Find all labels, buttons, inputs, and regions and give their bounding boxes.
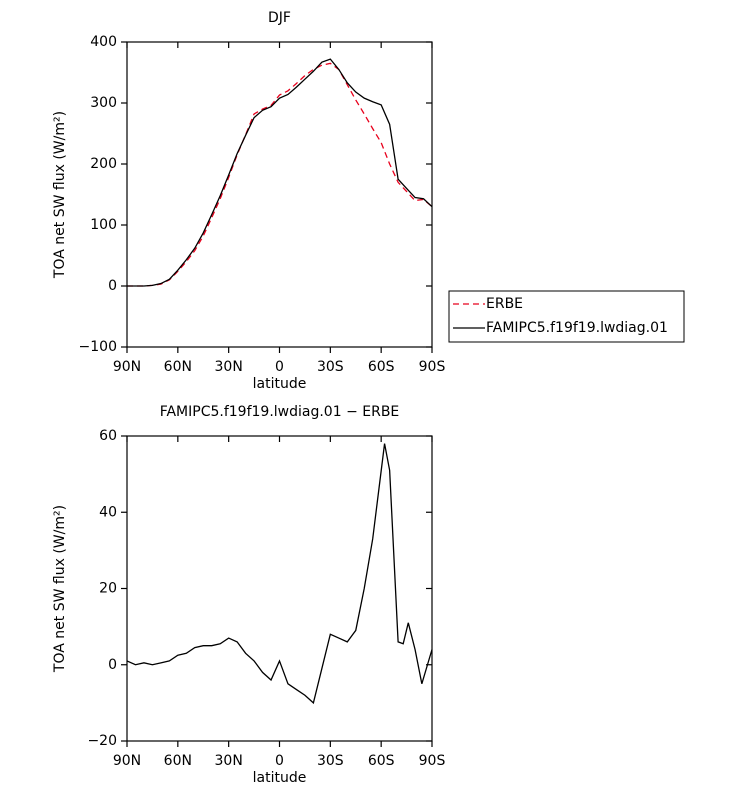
- x-tick-label: 90S: [419, 359, 446, 375]
- x-tick-label: 0: [275, 359, 284, 375]
- data-line: [127, 62, 433, 287]
- x-tick-label: 60N: [164, 753, 192, 769]
- x-tick-label: 0: [275, 753, 284, 769]
- y-tick-label: 300: [90, 95, 117, 111]
- legend-box: [448, 290, 685, 343]
- x-tick-label: 90N: [113, 753, 141, 769]
- legend-label: FAMIPC5.f19f19.lwdiag.01: [486, 320, 668, 336]
- x-tick-label: 90N: [113, 359, 141, 375]
- x-tick-label: 30S: [317, 359, 344, 375]
- y-axis-label: TOA net SW flux (W/m²): [52, 505, 68, 673]
- y-tick-label: 400: [90, 34, 117, 50]
- plot-frame: [126, 41, 433, 348]
- x-tick-label: 90S: [419, 753, 446, 769]
- data-line: [127, 58, 433, 287]
- legend-label: ERBE: [486, 296, 523, 312]
- y-tick-label: 40: [99, 504, 117, 520]
- y-tick-label: 0: [108, 278, 117, 294]
- x-tick-label: 30N: [215, 359, 243, 375]
- y-tick-label: −100: [79, 339, 117, 355]
- y-tick-label: 200: [90, 156, 117, 172]
- x-tick-label: 60S: [368, 753, 395, 769]
- x-tick-label: 60N: [164, 359, 192, 375]
- data-line: [126, 443, 433, 705]
- x-tick-label: 60S: [368, 359, 395, 375]
- chart-title: FAMIPC5.f19f19.lwdiag.01 − ERBE: [160, 404, 400, 420]
- x-axis-label: latitude: [253, 770, 307, 786]
- y-tick-label: 20: [99, 581, 117, 597]
- y-tick-label: 60: [99, 428, 117, 444]
- chart-title: DJF: [268, 10, 291, 26]
- plot-frame: [126, 435, 433, 742]
- y-tick-label: −20: [87, 733, 117, 749]
- y-axis-label: TOA net SW flux (W/m²): [52, 111, 68, 279]
- y-tick-label: 0: [108, 657, 117, 673]
- y-tick-label: 100: [90, 217, 117, 233]
- x-tick-label: 30N: [215, 753, 243, 769]
- x-tick-label: 30S: [317, 753, 344, 769]
- x-axis-label: latitude: [253, 376, 307, 392]
